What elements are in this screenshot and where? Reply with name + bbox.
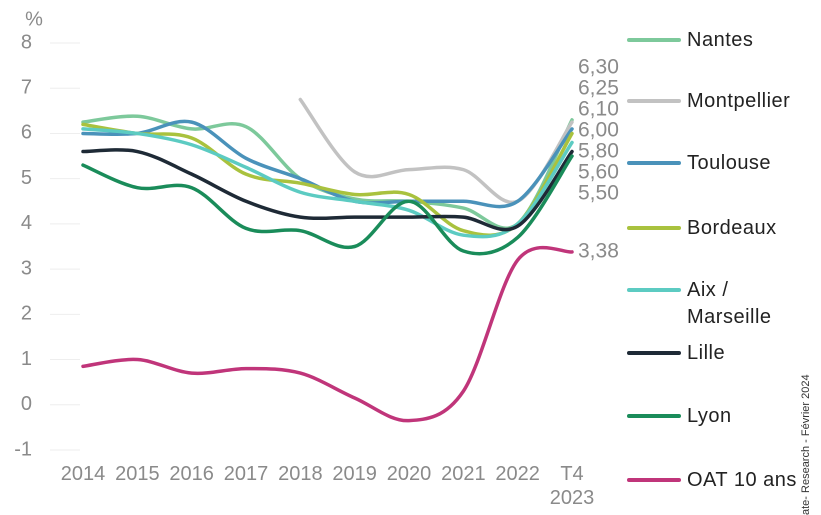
x-tick-label: 2014 [60, 463, 106, 485]
series-line [81, 119, 574, 209]
legend-swatch [627, 478, 681, 482]
legend-item: OAT 10 ans [627, 467, 812, 494]
y-tick-label: 0 [21, 393, 32, 415]
y-tick-label: 3 [21, 257, 32, 279]
end-label: 3,38 [578, 239, 619, 262]
series-line [81, 148, 574, 232]
x-tick-label: 2020 [386, 463, 432, 485]
x-tick-label: 2016 [169, 463, 214, 485]
legend-item: Montpellier [627, 88, 812, 115]
end-label: 6,25 [578, 77, 619, 100]
legend-label: Toulouse [687, 152, 772, 174]
legend-swatch [627, 414, 681, 418]
x-tick-label: T4 2023 [549, 463, 595, 509]
x-tick-label: 2017 [223, 463, 269, 485]
x-tick-label: 2022 [495, 463, 540, 485]
end-label: 6,30 [578, 56, 619, 79]
legend-item: Bordeaux [627, 215, 812, 242]
legend-swatch [627, 288, 681, 292]
y-axis-label: % [25, 8, 43, 30]
legend-item: Lyon [627, 403, 812, 430]
y-tick-label: 2 [21, 303, 32, 325]
legend-label: Aix / Marseille [687, 279, 772, 328]
legend-item: Toulouse [627, 150, 812, 177]
series-line [81, 245, 574, 423]
legend-item: Lille [627, 340, 812, 367]
legend-item: Nantes [627, 27, 812, 54]
x-tick-label: 2019 [332, 463, 377, 485]
legend-label: Lille [687, 342, 726, 364]
legend-label: Montpellier [687, 90, 791, 112]
x-tick-label: 2018 [278, 463, 323, 485]
series-line [81, 154, 574, 256]
legend-label: Lyon [687, 405, 732, 427]
y-tick-label: 5 [21, 167, 32, 189]
y-tick-label: 7 [21, 77, 32, 99]
y-tick-label: 6 [21, 122, 32, 144]
end-label: 6,00 [578, 119, 619, 142]
legend-swatch [627, 38, 681, 42]
y-tick-label: 4 [21, 212, 32, 234]
legend-swatch [627, 226, 681, 230]
end-label: 5,80 [578, 140, 619, 163]
legend-item: Aix / Marseille [627, 277, 812, 331]
end-label: 5,50 [578, 182, 619, 205]
legend-swatch [627, 161, 681, 165]
series-line [81, 127, 574, 239]
x-tick-label: 2015 [115, 463, 160, 485]
y-tick-label: 1 [21, 348, 32, 370]
legend-label: Nantes [687, 29, 754, 51]
x-tick-label: 2021 [441, 463, 486, 485]
legend-label: Bordeaux [687, 217, 777, 239]
legend-swatch [627, 99, 681, 103]
end-label: 5,60 [578, 161, 619, 184]
legend-swatch [627, 351, 681, 355]
legend-label: OAT 10 ans [687, 469, 797, 491]
end-label: 6,10 [578, 98, 619, 121]
y-tick-label: 8 [21, 31, 32, 53]
y-tick-label: -1 [14, 438, 32, 460]
